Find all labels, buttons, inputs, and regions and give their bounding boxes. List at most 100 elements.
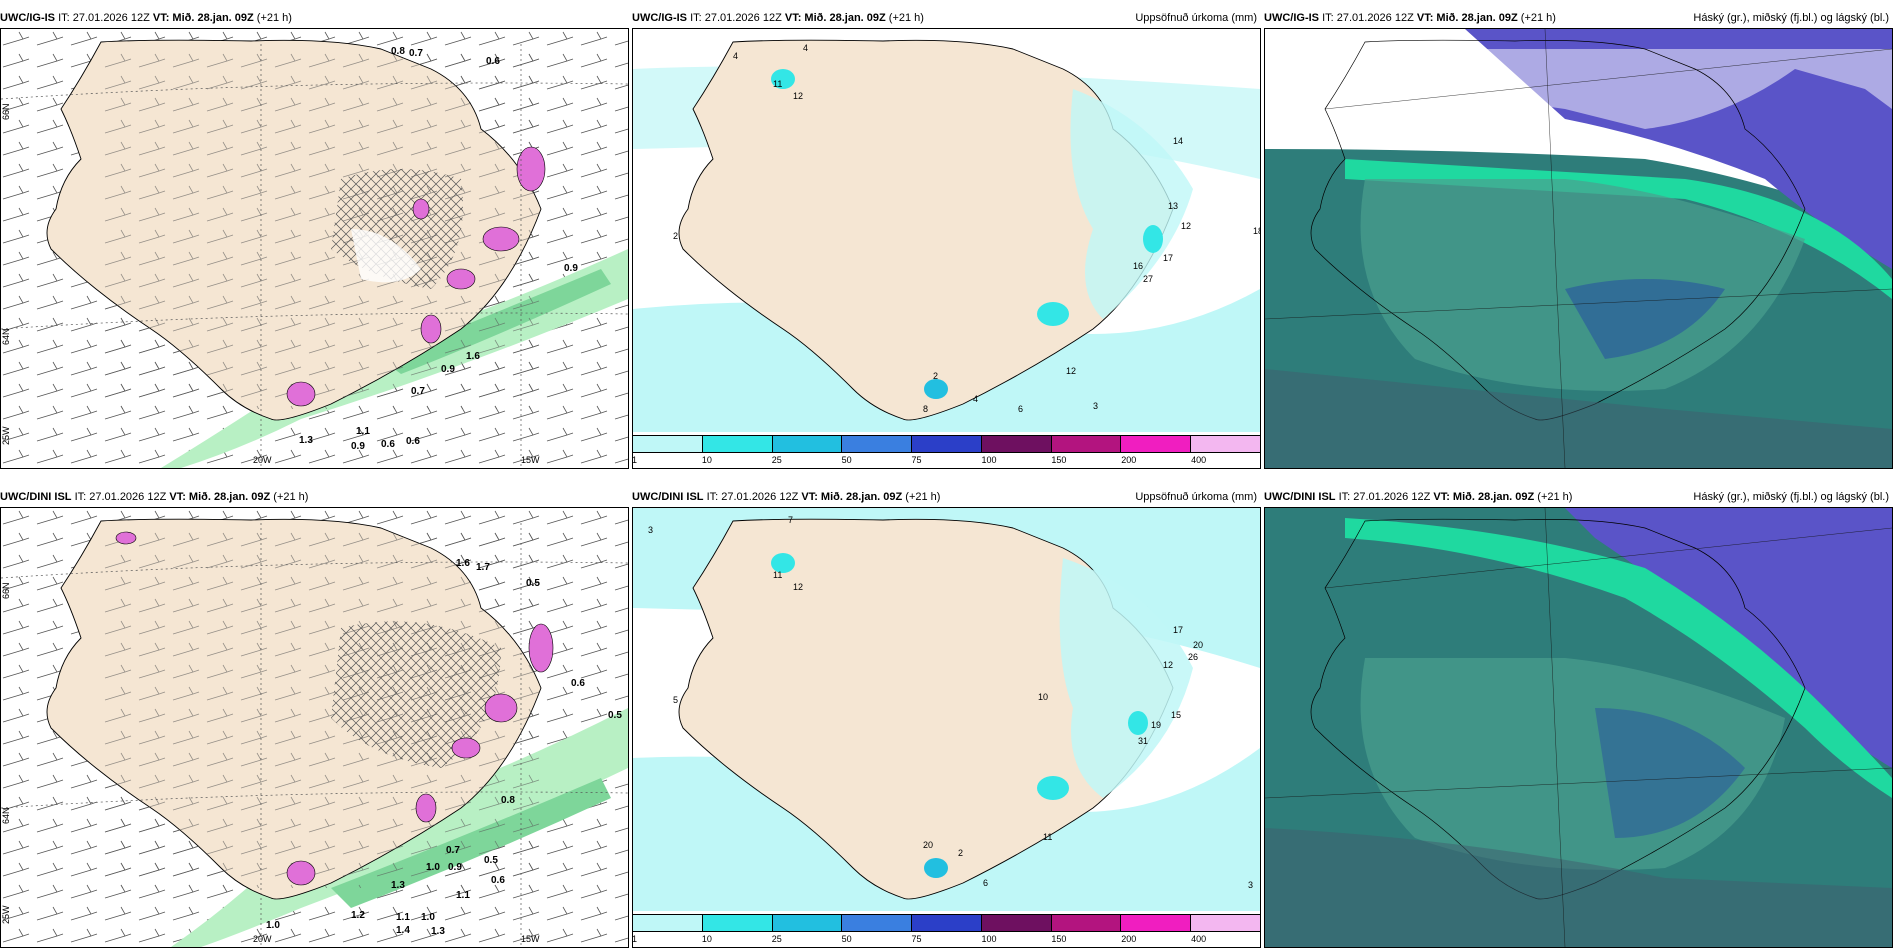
precip-value: 11 — [773, 570, 782, 580]
precip-value: 27 — [1143, 274, 1153, 284]
precip-value: 4 — [803, 43, 808, 53]
precip-value: 26 — [1188, 652, 1198, 662]
precip-value: 12 — [1163, 660, 1173, 670]
valid-time-label: VT: — [1416, 12, 1434, 24]
init-time: IT: 27.01.2026 12Z — [58, 12, 150, 24]
map-canvas — [1265, 508, 1892, 947]
lead-time: (+21 h) — [905, 491, 941, 503]
precip-value: 19 — [1151, 720, 1161, 730]
precip-value: 12 — [1066, 366, 1076, 376]
colorbar-tick: 100 — [981, 934, 997, 944]
lon-label-15w: 15W — [521, 455, 540, 465]
init-time: IT: 27.01.2026 12Z — [1322, 12, 1414, 24]
snow-value: 1.3 — [391, 880, 405, 891]
valid-time-label: VT: — [801, 491, 818, 503]
snow-value: 1.0 — [421, 912, 435, 923]
lead-time: (+21 h) — [256, 12, 292, 24]
precip-colorbar: 1 10 25 50 75 100 150 200 400 — [632, 435, 1261, 469]
precip-value: 6 — [1018, 404, 1023, 414]
valid-time-label: VT: — [152, 12, 170, 24]
snow-value: 0.9 — [564, 263, 578, 274]
map-cloud-cover — [1264, 507, 1893, 948]
snow-value: 0.6 — [491, 875, 505, 886]
colorbar-swatch — [1121, 436, 1192, 452]
colorbar-tick: 400 — [1191, 934, 1207, 944]
precip-value: 2 — [958, 848, 963, 858]
precip-value: 7 — [788, 515, 793, 525]
snow-value: 0.8 — [501, 795, 515, 806]
colorbar-ticks: 1 10 25 50 75 100 150 200 400 — [632, 455, 1261, 469]
snow-value: 0.7 — [409, 48, 423, 59]
precip-value: 15 — [1171, 710, 1181, 720]
snow-value: 0.5 — [526, 578, 540, 589]
panel-header: UWC/IG-IS IT: 27.01.2026 12Z VT: Mið. 28… — [632, 8, 1261, 28]
init-time: IT: 27.01.2026 12Z — [74, 491, 167, 503]
snow-value: 0.6 — [406, 436, 420, 447]
model-name: UWC/IG-IS — [1264, 12, 1319, 24]
precip-value: 10 — [1038, 692, 1048, 702]
snow-value: 1.2 — [351, 910, 365, 921]
panel-header: UWC/DINI ISL IT: 27.01.2026 12Z VT: Mið.… — [632, 487, 1261, 507]
lon-label-15w: 15W — [521, 934, 540, 944]
colorbar-tick: 200 — [1121, 934, 1137, 944]
panel-wind-snow-dini: UWC/DINI ISL IT: 27.01.2026 12Z VT: Mið.… — [0, 487, 629, 948]
colorbar-ticks: 1 10 25 50 75 100 150 200 400 — [632, 934, 1261, 948]
snow-value: 1.1 — [396, 912, 410, 923]
colorbar-tick: 150 — [1051, 934, 1067, 944]
colorbar-swatch — [772, 436, 843, 452]
colorbar-swatch — [842, 915, 913, 931]
init-time: IT: 27.01.2026 12Z — [706, 491, 799, 503]
snow-value: 0.7 — [446, 845, 460, 856]
colorbar-swatch — [1051, 915, 1122, 931]
precip-value: 3 — [648, 525, 653, 535]
colorbar-swatch — [1191, 915, 1261, 931]
colorbar-tick: 100 — [981, 455, 997, 465]
snow-value: 1.3 — [431, 926, 445, 937]
lat-label-66n: 66N — [1, 103, 11, 120]
map-cloud-cover — [1264, 28, 1893, 469]
precip-value: 20 — [923, 840, 933, 850]
precip-value: 5 — [673, 695, 678, 705]
field-title: Uppsöfnuð úrkoma (mm) — [1135, 491, 1257, 503]
lon-label-25w: 25W — [1, 905, 11, 924]
map-canvas: 0.8 0.7 0.6 0.9 1.6 0.9 0.7 1.1 0.9 0.6 … — [1, 29, 628, 468]
colorbar-tick: 25 — [771, 934, 782, 944]
colorbar-swatch — [981, 436, 1052, 452]
init-time: IT: 27.01.2026 12Z — [1338, 491, 1431, 503]
precip-value: 13 — [1168, 201, 1178, 211]
colorbar-tick: 10 — [701, 455, 712, 465]
precip-value: 12 — [793, 582, 803, 592]
colorbar-tick: 150 — [1051, 455, 1067, 465]
snow-value: 0.5 — [608, 710, 622, 721]
snow-value: 0.6 — [571, 678, 585, 689]
model-name: UWC/DINI ISL — [1264, 491, 1336, 503]
panel-header: UWC/IG-IS IT: 27.01.2026 12Z VT: Mið. 28… — [0, 8, 629, 28]
model-name: UWC/IG-IS — [0, 12, 55, 24]
panel-clouds-igis: UWC/IG-IS IT: 27.01.2026 12Z VT: Mið. 28… — [1264, 8, 1893, 469]
colorbar-tick: 10 — [701, 934, 712, 944]
precip-value: 12 — [793, 91, 803, 101]
precip-value: 3 — [1093, 401, 1098, 411]
precip-colorbar: 1 10 25 50 75 100 150 200 400 — [632, 914, 1261, 948]
lead-time: (+21 h) — [1537, 491, 1573, 503]
model-name: UWC/IG-IS — [632, 12, 687, 24]
field-title: Uppsöfnuð úrkoma (mm) — [1135, 12, 1257, 24]
precip-value: 11 — [773, 79, 782, 89]
colorbar-tick: 25 — [771, 455, 782, 465]
colorbar-tick: 1 — [632, 934, 638, 944]
valid-time: Mið. 28.jan. 09Z — [188, 491, 271, 503]
snow-value: 0.6 — [381, 439, 395, 450]
map-precipitation: 4 4 11 12 18 14 13 12 17 16 27 12 2 2 8 … — [632, 28, 1261, 469]
init-time: IT: 27.01.2026 12Z — [690, 12, 782, 24]
colorbar-tick: 200 — [1121, 455, 1137, 465]
precip-value: 4 — [973, 394, 978, 404]
field-title: Háský (gr.), miðský (fj.bl.) og lágský (… — [1693, 491, 1889, 503]
map-wind-snow: 0.8 0.7 0.6 0.9 1.6 0.9 0.7 1.1 0.9 0.6 … — [0, 28, 629, 469]
colorbar-swatch — [702, 915, 773, 931]
lat-label-66n: 66N — [1, 582, 11, 599]
colorbar-swatch — [912, 915, 982, 931]
map-wind-snow: 1.6 1.7 0.5 0.6 0.5 0.8 0.7 0.5 1.0 0.9 … — [0, 507, 629, 948]
lon-label-25w: 25W — [1, 426, 11, 445]
lon-label-20w: 20W — [253, 455, 272, 465]
lead-time: (+21 h) — [888, 12, 924, 24]
